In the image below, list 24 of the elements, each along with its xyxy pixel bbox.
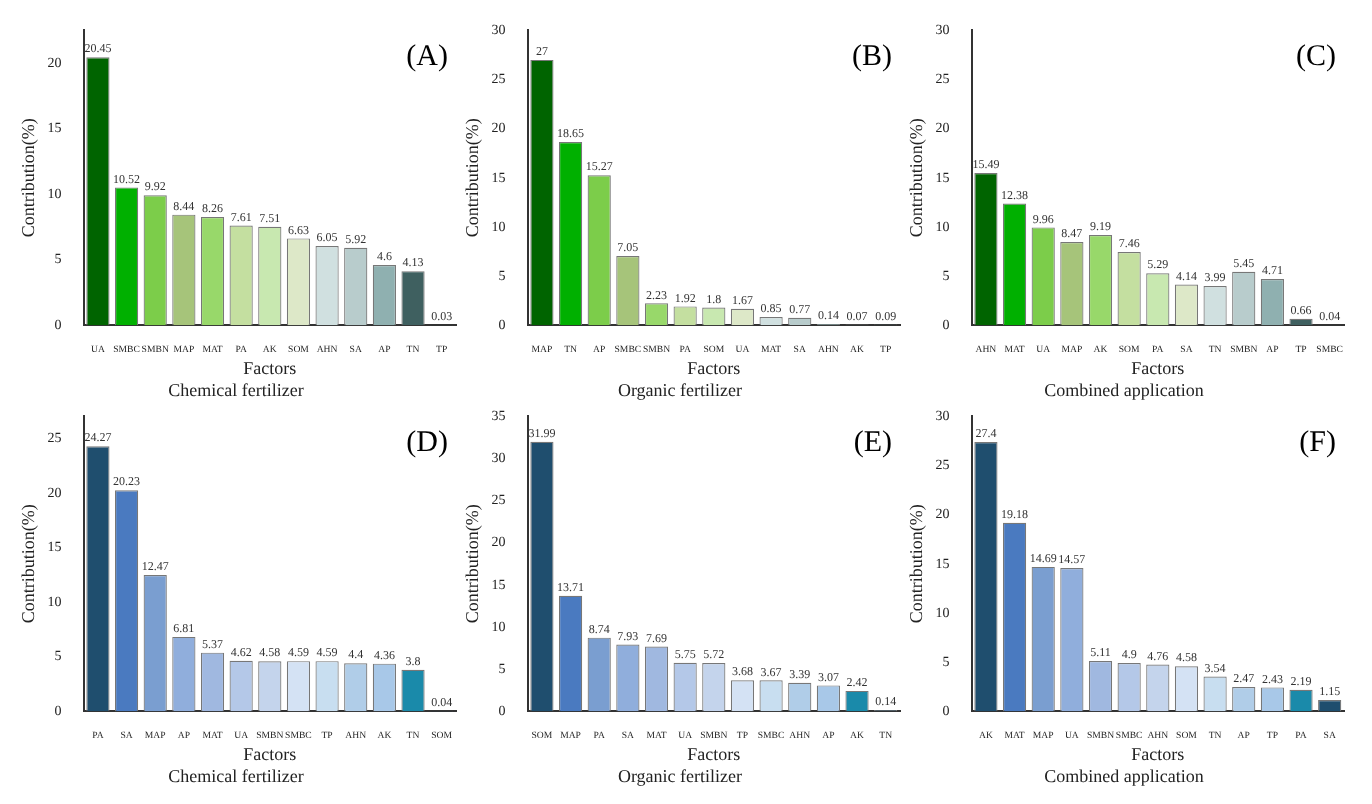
chart-title: (A) — [406, 41, 448, 74]
y-axis-title: Contribution(%) — [905, 504, 926, 624]
text: Chemical fertilizer — [168, 765, 304, 786]
x-axis-title: Factors — [1131, 744, 1186, 765]
x-axis-title: Factors — [1131, 358, 1186, 379]
x-axis-title: Factors — [687, 358, 742, 379]
text: Combined application — [1044, 379, 1205, 400]
y-axis-title: Contribution(%) — [905, 118, 926, 238]
y-axis-title: Contribution(%) — [17, 118, 38, 238]
chart-title: (B) — [852, 41, 892, 74]
y-axis-title: Contribution(%) — [461, 118, 482, 238]
y-axis-title: Contribution(%) — [17, 504, 38, 624]
text: Organic fertilizer — [617, 765, 743, 786]
y-axis-title: Contribution(%) — [461, 504, 482, 624]
chart-title: (D) — [406, 427, 448, 460]
chart-title: (F) — [1299, 427, 1336, 460]
x-axis-title: Factors — [687, 744, 742, 765]
chart-title: (E) — [853, 427, 892, 460]
x-axis-title: Factors — [243, 358, 298, 379]
x-axis-title: Factors — [243, 744, 298, 765]
text: Organic fertilizer — [617, 379, 743, 400]
text: Chemical fertilizer — [168, 379, 304, 400]
text: Combined application — [1044, 765, 1205, 786]
chart-title: (C) — [1296, 41, 1336, 74]
